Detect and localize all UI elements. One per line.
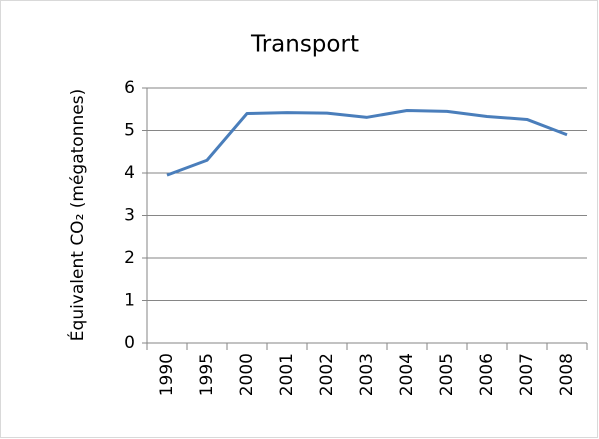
- x-tick-label: 2008: [557, 353, 577, 396]
- y-tick-label: 5: [124, 121, 135, 141]
- y-tick-label: 0: [124, 333, 135, 353]
- data-line: [166, 109, 568, 177]
- y-tick-label: 1: [124, 291, 135, 311]
- x-tick-label: 2001: [277, 353, 297, 396]
- x-tick-label: 2004: [397, 353, 417, 396]
- y-tick-label: 3: [124, 206, 135, 226]
- y-tick-label: 2: [124, 248, 135, 268]
- x-tick-label: 2003: [357, 353, 377, 396]
- x-tick-label: 1990: [157, 353, 177, 396]
- y-tick-label: 4: [124, 163, 135, 183]
- y-tick-label: 6: [124, 78, 135, 98]
- chart-title: Transport: [250, 32, 359, 58]
- x-tick-label: 2002: [317, 353, 337, 396]
- x-tick-label: 2000: [237, 353, 257, 396]
- x-tick-label: 2007: [517, 353, 537, 396]
- x-tick-label: 2005: [437, 353, 457, 396]
- x-tick-label: 2006: [477, 353, 497, 396]
- y-axis-label: Équivalent CO₂ (mégatonnes): [66, 89, 88, 341]
- x-tick-label: 1995: [197, 353, 217, 396]
